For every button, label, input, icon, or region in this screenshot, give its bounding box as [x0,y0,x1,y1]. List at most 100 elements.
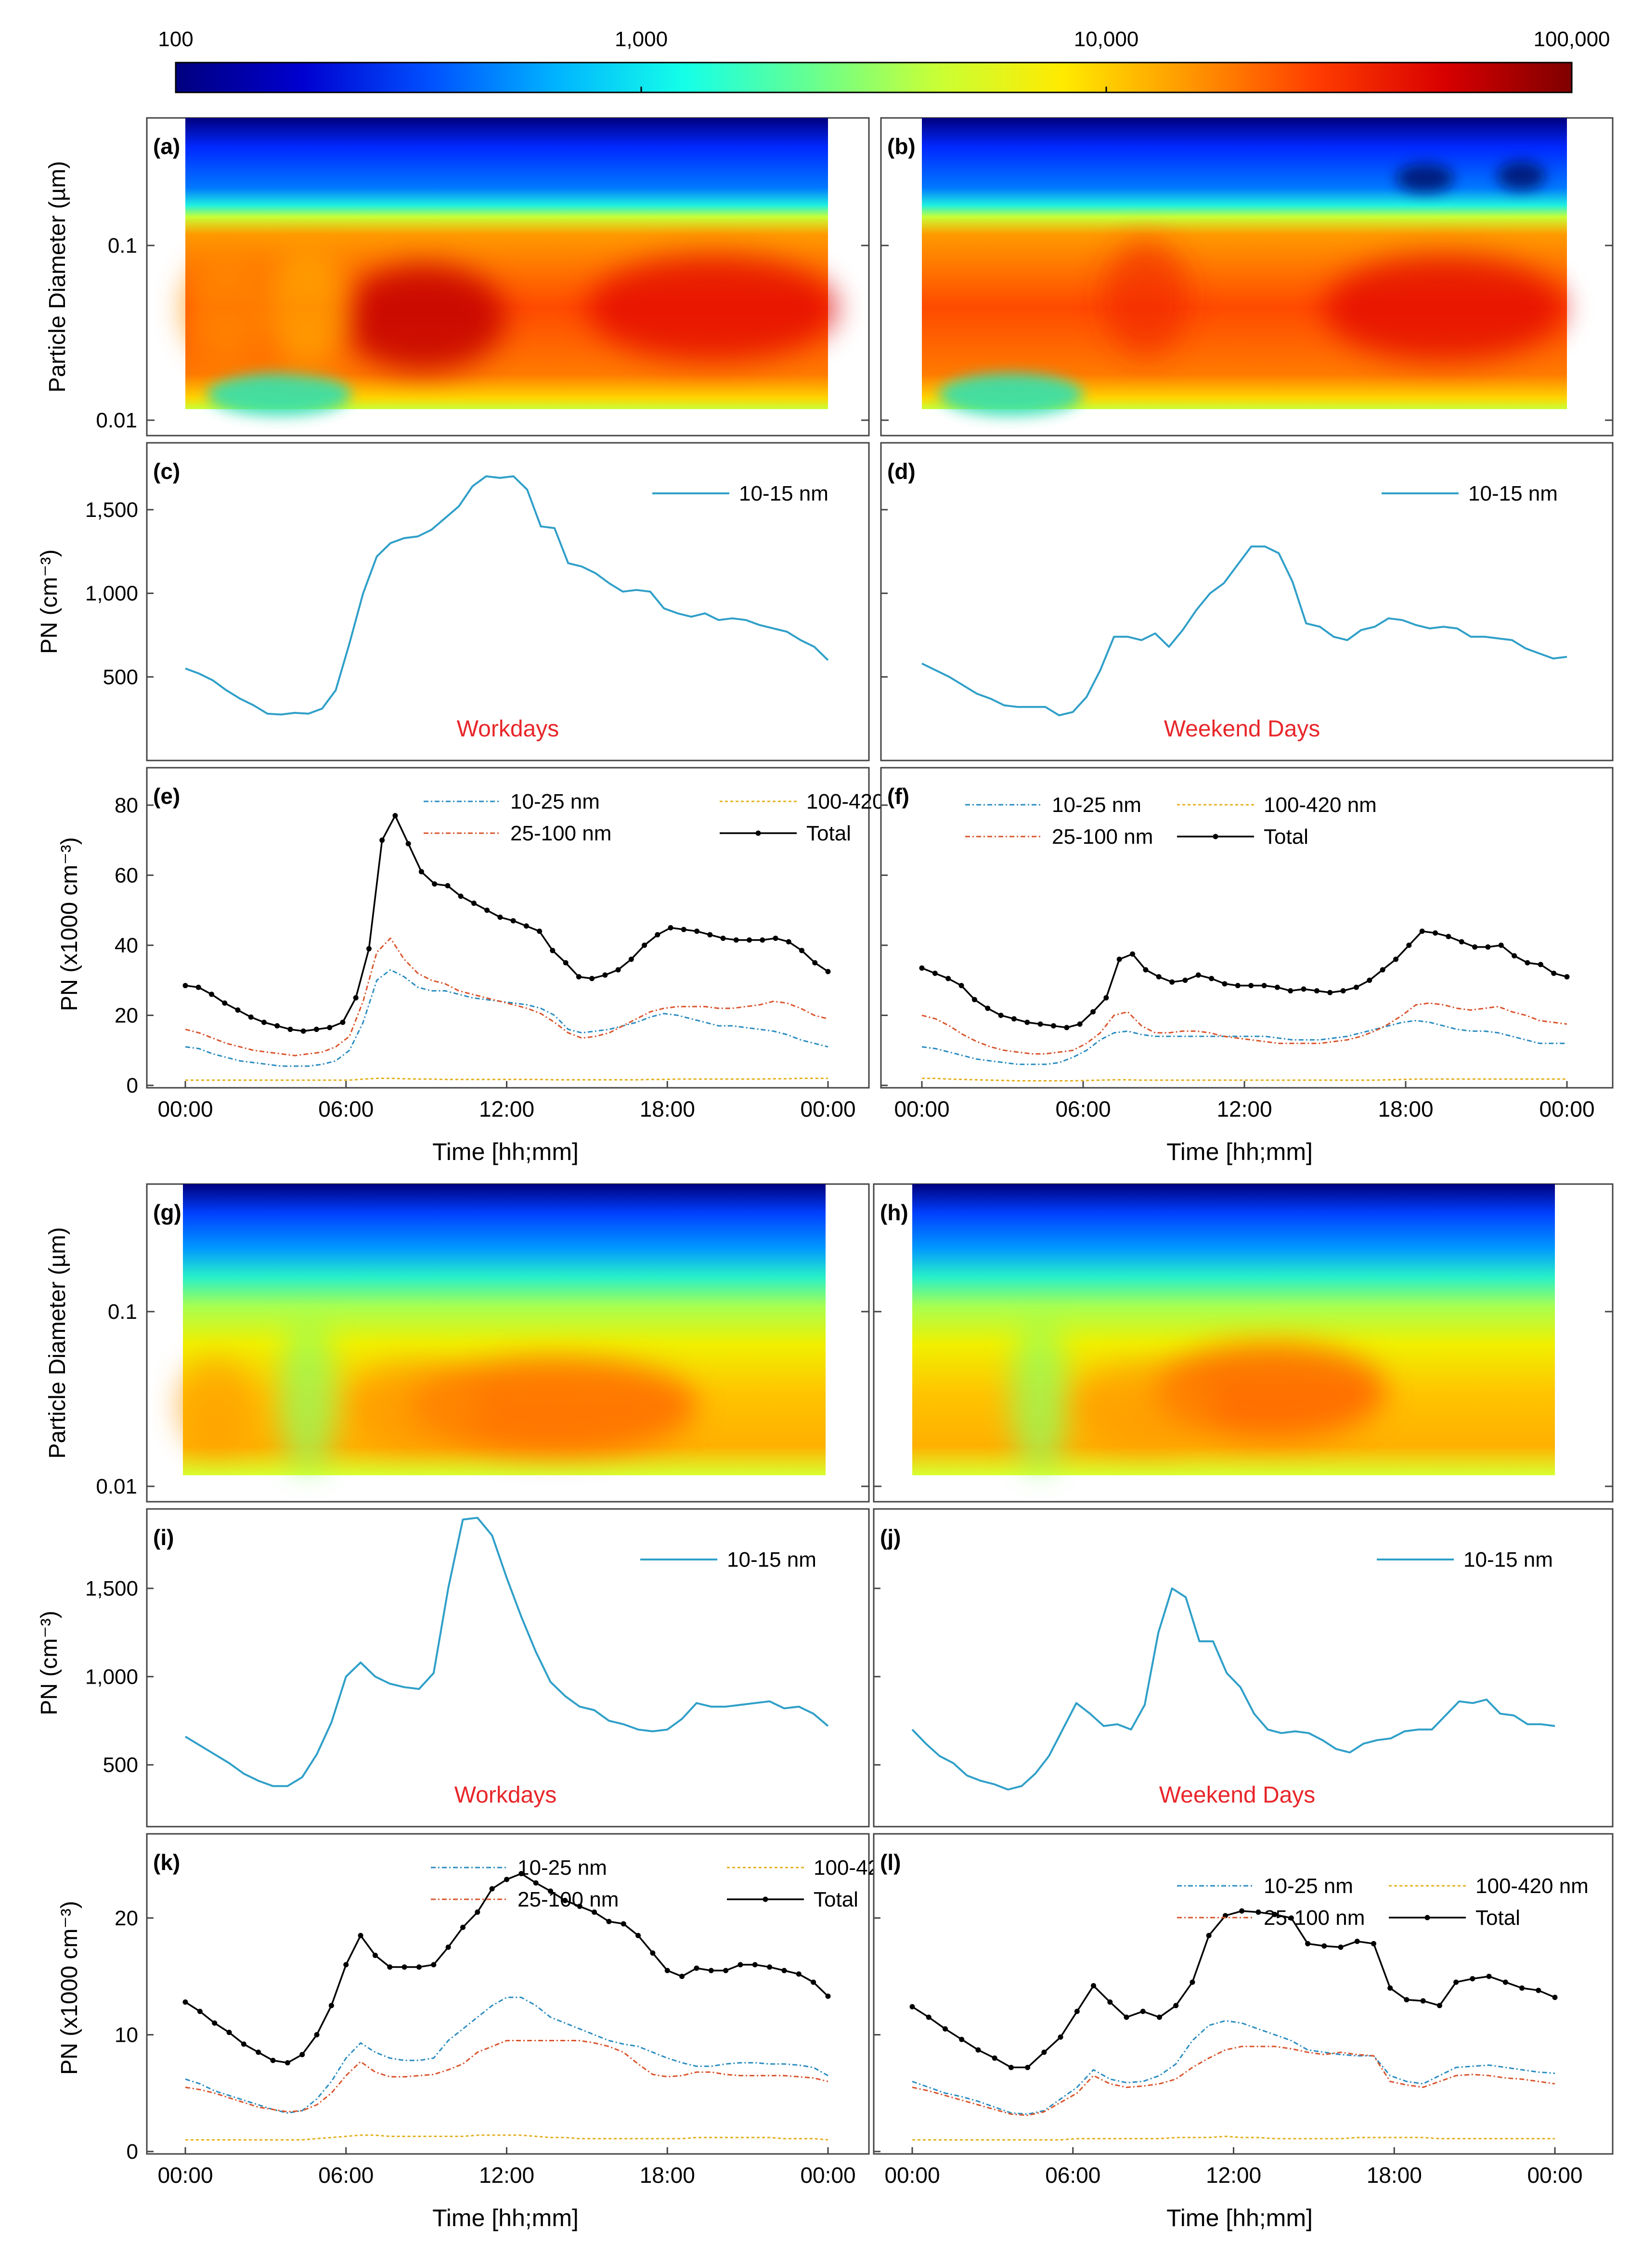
data-point [734,937,739,942]
y-tick-label: 80 [115,794,138,817]
x-tick-label: 18:00 [1367,2163,1422,2188]
panel-c: 5001,0001,500(c)Workdays10-15 nm [85,443,869,760]
data-point [1538,962,1543,967]
data-point [1487,1974,1492,1979]
panel-frame [147,768,869,1088]
x-axis-title: Time [hh;mm] [1166,1138,1313,1165]
legend-label: 10-15 nm [739,482,828,505]
x-tick-label: 12:00 [479,1096,534,1121]
x-tick-label: 18:00 [1378,1096,1433,1121]
data-point [1525,960,1530,966]
data-point [209,992,214,997]
data-point [650,1950,655,1956]
hotspot [939,373,1083,416]
data-point [402,1964,407,1970]
panel-letter: (i) [153,1525,174,1550]
data-point [458,894,464,899]
data-point [274,1023,280,1029]
data-point [681,927,686,932]
data-point [1074,2009,1080,2014]
data-point [709,1968,714,1973]
data-point [1314,988,1320,993]
data-point [621,1921,626,1926]
y-tick-label: 1,000 [85,582,138,606]
panel-d: (d)Weekend Days10-15 nm [881,443,1613,760]
data-point [1157,2015,1162,2020]
legend-label: Total [1264,825,1308,849]
data-point [484,908,490,913]
panel-letter: (l) [880,1850,901,1875]
data-point [329,2003,334,2008]
x-tick-label: 06:00 [1045,2163,1100,2188]
data-point [1091,1983,1096,1988]
panel-e: 02040608000:00 06:00 12:00 18:00 00:00(e) 10-… [115,768,919,1121]
y-tick-label: 0 [127,2140,138,2164]
data-point [919,966,925,971]
data-point [183,1999,188,2005]
data-point [1117,957,1122,962]
x-tick-label: 00:00 [800,1096,855,1121]
data-point [1196,972,1201,978]
hotspot [1324,255,1565,361]
data-point [1327,990,1333,995]
legend-label: Total [1475,1906,1520,1930]
data-point [183,983,188,988]
data-point [1393,957,1398,962]
data-point [1248,983,1254,988]
panel-b: (b) [881,118,1613,436]
data-point [285,2060,290,2065]
legend-label: 10-25 nm [1264,1874,1353,1898]
data-point [1239,1908,1244,1914]
hotspot [1396,164,1454,193]
data-point [471,901,477,906]
data-point [261,1020,267,1025]
legend-label: 100-420 nm [1475,1874,1589,1898]
data-point [665,1968,670,1973]
panel-j: (j)Weekend Days10-15 nm [874,1509,1613,1827]
y-tick-label: 10 [115,2023,138,2047]
data-point [1421,1998,1426,2004]
data-point [511,918,516,923]
x-tick-label: 12:00 [479,2163,534,2188]
x-axis-title: Time [hh;mm] [432,2204,579,2231]
data-point [812,960,817,966]
data-point [1077,1021,1083,1027]
data-point [327,1025,332,1030]
colorbar-tick-label: 100,000 [1533,27,1610,51]
data-point [723,1968,728,1973]
data-point [248,1015,254,1020]
data-point [446,1945,451,1950]
data-point [416,1964,422,1970]
x-tick-label: 12:00 [1216,1096,1272,1121]
data-point [358,1933,363,1938]
data-point [1058,2035,1063,2040]
data-point [1190,1980,1195,1985]
data-point [1367,978,1372,983]
data-point [287,1027,293,1032]
data-point [943,2026,948,2032]
data-point [694,928,699,934]
panel-frame [147,1834,869,2154]
data-point [737,1962,743,1967]
data-point [1338,1945,1344,1950]
data-point [926,2015,931,2020]
y-tick-label: 0.01 [96,1475,137,1498]
data-point [504,1877,509,1882]
y-tick-label: 20 [115,1907,138,1930]
data-point [972,997,977,1002]
data-point [1262,983,1267,988]
data-point [1288,988,1293,993]
data-point [1209,976,1214,981]
legend-marker [763,1897,768,1902]
data-point [1124,2015,1129,2020]
legend-marker [756,831,761,836]
hotspot [587,255,838,361]
data-point [1404,1997,1409,2002]
data-point [606,1919,611,1924]
x-tick-label: 06:00 [1055,1096,1111,1121]
x-tick-label: 00:00 [894,1096,949,1121]
data-point [1156,974,1162,979]
panel-letter: (j) [880,1525,901,1550]
data-point [679,1974,685,1979]
